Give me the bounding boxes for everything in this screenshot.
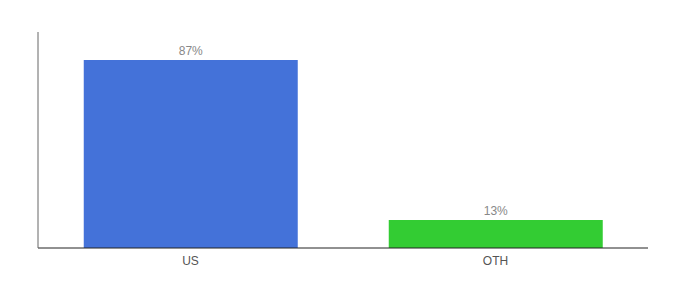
svg-text:13%: 13%	[484, 204, 508, 218]
svg-text:OTH: OTH	[483, 254, 508, 268]
svg-text:87%: 87%	[179, 44, 203, 58]
svg-text:US: US	[182, 254, 199, 268]
